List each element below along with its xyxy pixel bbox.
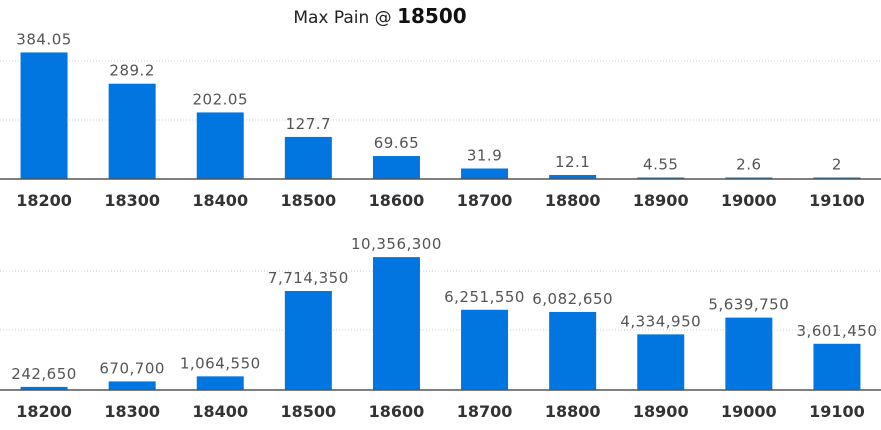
data-label: 6,251,550 <box>444 288 525 306</box>
data-label: 4.55 <box>643 156 678 174</box>
x-tick-label: 18500 <box>281 402 337 421</box>
data-label: 10,356,300 <box>351 235 442 253</box>
bar-18600[interactable] <box>372 257 420 390</box>
data-label: 3,601,450 <box>797 322 878 340</box>
data-label: 7,714,350 <box>268 269 349 287</box>
data-label: 6,082,650 <box>532 290 613 308</box>
data-label: 2 <box>832 156 842 174</box>
x-tick-label: 18400 <box>192 191 248 210</box>
pain-value-bar-chart: 242,650 18200 670,700 18300 1,064,550 18400 7,… <box>0 235 881 421</box>
bar-18400[interactable] <box>196 112 244 179</box>
bar-18200[interactable] <box>20 52 68 180</box>
x-tick-label: 18600 <box>369 191 425 210</box>
x-tick-label: 19100 <box>809 191 865 210</box>
data-label: 12.1 <box>555 153 590 171</box>
max-pain-strike: 18500 <box>397 4 467 28</box>
data-label: 127.7 <box>286 115 331 133</box>
data-label: 5,639,750 <box>708 296 789 314</box>
x-tick-label: 19000 <box>721 191 777 210</box>
bar-18700[interactable] <box>461 309 509 390</box>
data-label: 289.2 <box>109 62 154 80</box>
bar-18300[interactable] <box>108 381 156 390</box>
data-label: 242,650 <box>11 365 77 383</box>
data-label: 31.9 <box>467 146 502 164</box>
bar-18800[interactable] <box>549 175 597 179</box>
chart-title: Max Pain @ 18500 <box>0 4 760 28</box>
bar-18900[interactable] <box>637 334 685 390</box>
x-tick-label: 18300 <box>104 191 160 210</box>
bar-19100[interactable] <box>813 343 861 390</box>
bar-18500[interactable] <box>284 136 332 179</box>
x-tick-label: 18300 <box>104 402 160 421</box>
x-tick-label: 19100 <box>809 402 865 421</box>
x-tick-label: 18200 <box>16 402 72 421</box>
x-tick-label: 18800 <box>545 191 601 210</box>
x-tick-label: 18200 <box>16 191 72 210</box>
title-prefix: Max Pain @ <box>293 8 392 28</box>
bar-18400[interactable] <box>196 376 244 390</box>
x-tick-label: 19000 <box>721 402 777 421</box>
data-label: 4,334,950 <box>620 312 701 330</box>
x-tick-label: 18900 <box>633 191 689 210</box>
premium-bar-chart: 384.05 18200 289.2 18300 202.05 18400 127.7 185… <box>0 30 881 210</box>
data-label: 670,700 <box>99 359 165 377</box>
data-label: 2.6 <box>736 156 761 174</box>
bar-18800[interactable] <box>549 311 597 390</box>
bar-18600[interactable] <box>372 156 420 179</box>
x-tick-label: 18500 <box>281 191 337 210</box>
data-label: 384.05 <box>16 30 72 48</box>
x-tick-label: 18400 <box>192 402 248 421</box>
bar-18200[interactable] <box>20 386 68 390</box>
bar-19000[interactable] <box>725 317 773 390</box>
x-tick-label: 18700 <box>457 402 513 421</box>
bar-18700[interactable] <box>461 168 509 179</box>
data-label: 202.05 <box>193 90 249 108</box>
data-label: 69.65 <box>374 134 419 152</box>
x-tick-label: 18600 <box>369 402 425 421</box>
data-label: 1,064,550 <box>180 354 261 372</box>
x-tick-label: 18700 <box>457 191 513 210</box>
x-tick-label: 18800 <box>545 402 601 421</box>
x-tick-label: 18900 <box>633 402 689 421</box>
bar-18500[interactable] <box>284 290 332 390</box>
bar-18300[interactable] <box>108 83 156 179</box>
